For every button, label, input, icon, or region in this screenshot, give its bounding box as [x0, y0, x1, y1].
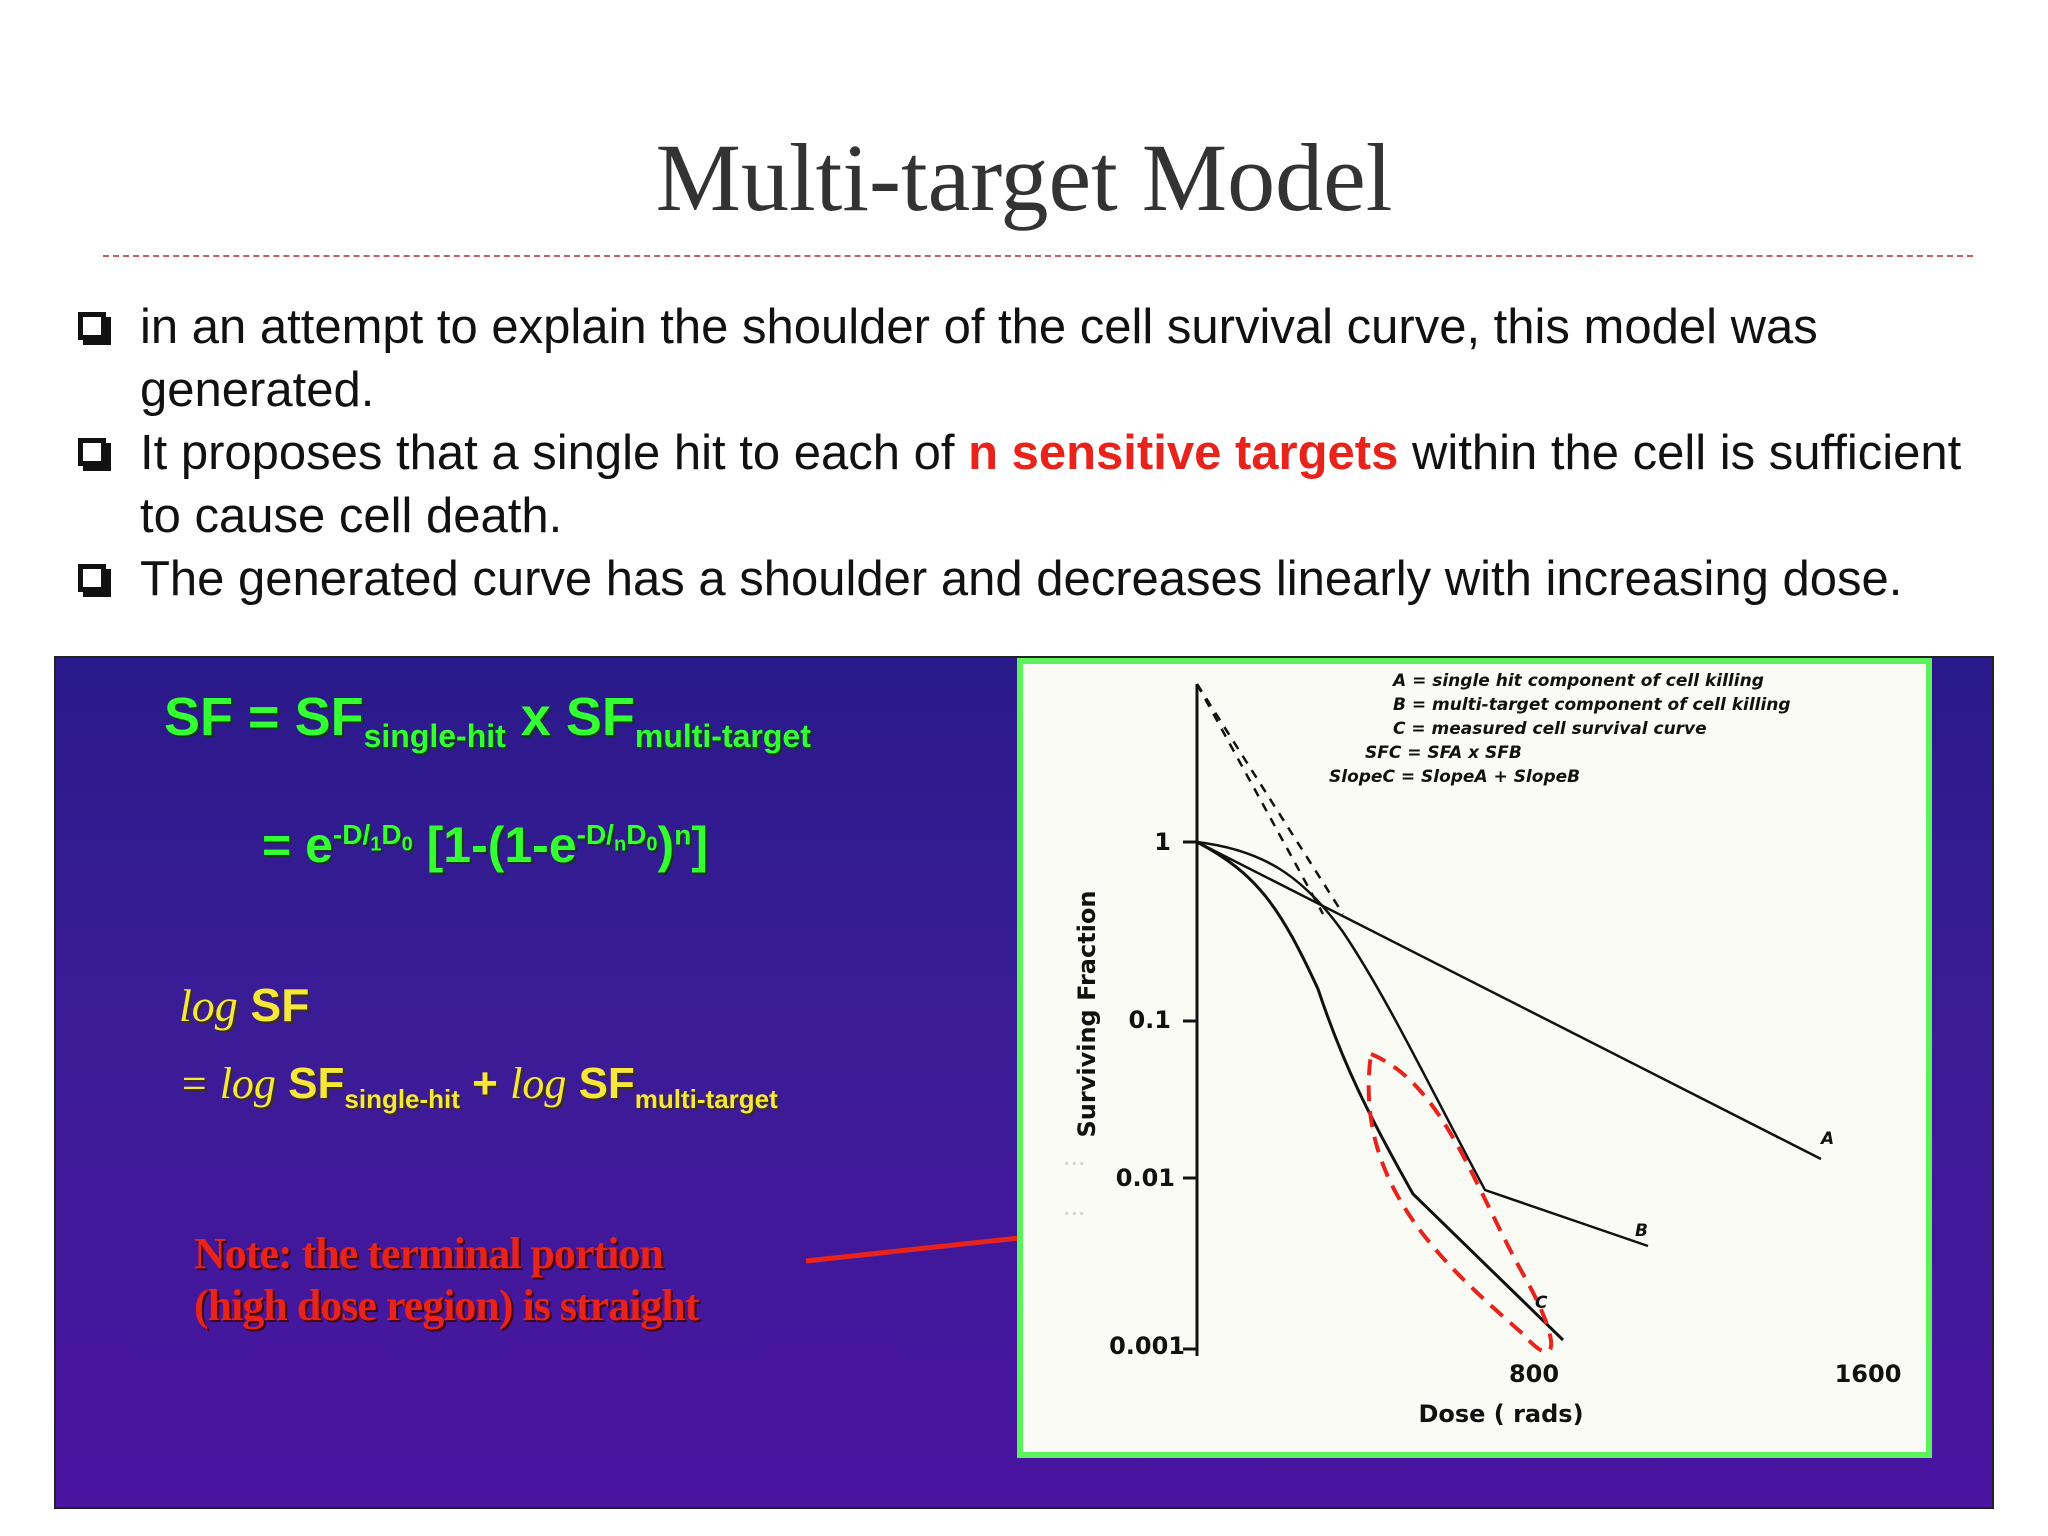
curve-label: B	[1635, 1221, 1648, 1241]
curve-C	[1196, 840, 1565, 1342]
curve-A-extrapolation	[1195, 683, 1325, 915]
bullet-item: in an attempt to explain the shoulder of…	[70, 296, 1970, 422]
plot-svg: 1 0.1 0.01 0.001 800 1600 Dose ( rads) S…	[1073, 671, 1902, 1428]
bullet-item: It proposes that a single hit to each of…	[70, 422, 1970, 548]
checkbox-bullet-icon	[78, 312, 111, 345]
curve-A	[1196, 840, 1822, 1161]
slide-title: Multi-target Model	[655, 124, 1393, 231]
bullet-text: within the cell is sufficient to cause c…	[140, 426, 1962, 543]
highlight-ellipse	[1366, 1051, 1554, 1354]
legend-item: SFC = SFA x SFB	[1365, 743, 1522, 763]
equation-log-sum: = log SFsingle-hit + log SFmulti-target	[179, 1059, 778, 1114]
legend-item: C = measured cell survival curve	[1393, 719, 1707, 739]
y-axis-title: Surviving Fraction	[1073, 891, 1101, 1138]
bullet-text: It proposes that a single hit to each of	[140, 426, 969, 480]
faded-background-text: ... ...	[1063, 1139, 1086, 1222]
bullet-text: in an attempt to explain the shoulder of…	[140, 300, 1818, 417]
y-tick-label: 1	[1154, 828, 1171, 856]
curve-label: C	[1535, 1293, 1548, 1313]
bullet-text: The generated curve has a shoulder and d…	[140, 552, 1903, 606]
note-text: Note: the terminal portion (high dose re…	[194, 1229, 700, 1330]
survival-curve-plot: ... ... 1 0.1 0.01 0.001 800 1600 Dose (…	[1017, 658, 1932, 1458]
checkbox-bullet-icon	[78, 564, 111, 597]
legend-item: A = single hit component of cell killing	[1391, 671, 1764, 691]
equation-exponential-form: = e-D/1D0 [1-(1-e-D/nD0)n]	[262, 817, 708, 873]
y-tick-label: 0.001	[1109, 1332, 1185, 1360]
equation-sf-product: SF = SFsingle-hit x SFmulti-target	[164, 687, 811, 754]
checkbox-bullet-icon	[78, 438, 111, 471]
curve-B	[1196, 840, 1649, 1248]
bullet-highlight: n sensitive targets	[968, 426, 1399, 480]
x-tick-label: 800	[1509, 1360, 1559, 1388]
legend-item: SlopeC = SlopeA + SlopeB	[1329, 767, 1580, 787]
bullet-list: in an attempt to explain the shoulder of…	[70, 296, 1970, 611]
legend-item: B = multi-target component of cell killi…	[1393, 695, 1791, 715]
y-tick-label: 0.01	[1116, 1164, 1175, 1192]
y-tick-label: 0.1	[1128, 1006, 1171, 1034]
x-tick-label: 1600	[1835, 1360, 1902, 1388]
curve-label: A	[1819, 1129, 1834, 1149]
title-divider	[103, 255, 1973, 257]
curve-B-extrapolation	[1195, 683, 1345, 915]
embedded-slide-figure: SF = SFsingle-hit x SFmulti-target = e-D…	[54, 656, 1994, 1509]
x-axis-title: Dose ( rads)	[1418, 1400, 1583, 1428]
bullet-item: The generated curve has a shoulder and d…	[70, 548, 1970, 611]
equation-log-sf: log SF	[179, 979, 310, 1031]
